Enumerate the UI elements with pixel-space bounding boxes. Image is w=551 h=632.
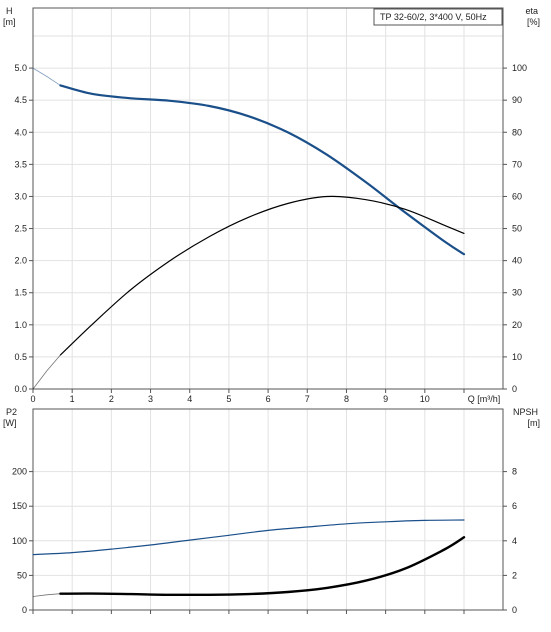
right-axis-tick-label: 4 (512, 536, 517, 546)
right-axis-tick-label: 0 (512, 384, 517, 394)
left-axis-tick-label: 3.0 (14, 191, 27, 201)
left-axis-tick-label: 50 (17, 570, 27, 580)
series-extension-line (32, 67, 61, 86)
x-axis-tick-label: 1 (70, 394, 75, 404)
x-axis-tick-label: 2 (109, 394, 114, 404)
left-axis-tick-label: 200 (12, 467, 27, 477)
left-axis-title: P2 (6, 407, 17, 417)
right-axis-tick-label: 20 (512, 320, 522, 330)
x-axis-tick-label: 0 (30, 394, 35, 404)
left-axis-tick-label: 3.5 (14, 159, 27, 169)
left-axis-tick-label: 150 (12, 501, 27, 511)
x-axis-label: Q [m³/h] (468, 394, 501, 404)
right-axis-tick-label: 50 (512, 224, 522, 234)
title-box (373, 8, 503, 26)
right-axis-tick-label: 8 (512, 467, 517, 477)
series-line (32, 519, 465, 556)
right-axis-title: NPSH (513, 407, 538, 417)
x-axis-tick-label: 8 (344, 394, 349, 404)
right-axis-tick-label: 90 (512, 95, 522, 105)
x-axis-tick-label: 5 (226, 394, 231, 404)
left-axis-tick-label: 1.5 (14, 288, 27, 298)
right-axis-tick-label: 30 (512, 288, 522, 298)
left-axis-title: H (6, 6, 13, 16)
right-axis-unit: [%] (527, 17, 540, 27)
series-extension-line (32, 593, 61, 597)
right-axis-tick-label: 0 (512, 605, 517, 615)
left-axis-unit: [W] (3, 418, 17, 428)
left-axis-tick-label: 100 (12, 536, 27, 546)
chart-title: TP 32-60/2, 3*400 V, 50Hz (380, 12, 487, 22)
left-axis-tick-label: 0.0 (14, 384, 27, 394)
left-axis-tick-label: 2.0 (14, 256, 27, 266)
x-axis-tick-label: 7 (305, 394, 310, 404)
x-axis-tick-label: 3 (148, 394, 153, 404)
series-extension-line (32, 354, 61, 390)
x-axis-tick-label: 9 (383, 394, 388, 404)
right-axis-tick-label: 80 (512, 127, 522, 137)
series-line (59, 84, 466, 256)
series-line (59, 536, 466, 597)
right-axis-tick-label: 2 (512, 570, 517, 580)
right-axis-tick-label: 60 (512, 191, 522, 201)
right-axis-tick-label: 100 (512, 63, 527, 73)
left-axis-tick-label: 0.5 (14, 352, 27, 362)
left-axis-tick-label: 0 (22, 605, 27, 615)
left-axis-tick-label: 4.0 (14, 127, 27, 137)
x-axis-tick-label: 4 (187, 394, 192, 404)
series-line (59, 195, 465, 356)
left-axis-unit: [m] (3, 17, 16, 27)
right-axis-tick-label: 70 (512, 159, 522, 169)
right-axis-title: eta (525, 6, 538, 16)
left-axis-tick-label: 2.5 (14, 224, 27, 234)
x-axis-tick-label: 10 (420, 394, 430, 404)
right-axis-tick-label: 6 (512, 501, 517, 511)
right-axis-unit: [m] (528, 418, 541, 428)
x-axis-tick-label: 6 (266, 394, 271, 404)
left-axis-tick-label: 4.5 (14, 95, 27, 105)
left-axis-tick-label: 5.0 (14, 63, 27, 73)
right-axis-tick-label: 40 (512, 256, 522, 266)
right-axis-tick-label: 10 (512, 352, 522, 362)
left-axis-tick-label: 1.0 (14, 320, 27, 330)
